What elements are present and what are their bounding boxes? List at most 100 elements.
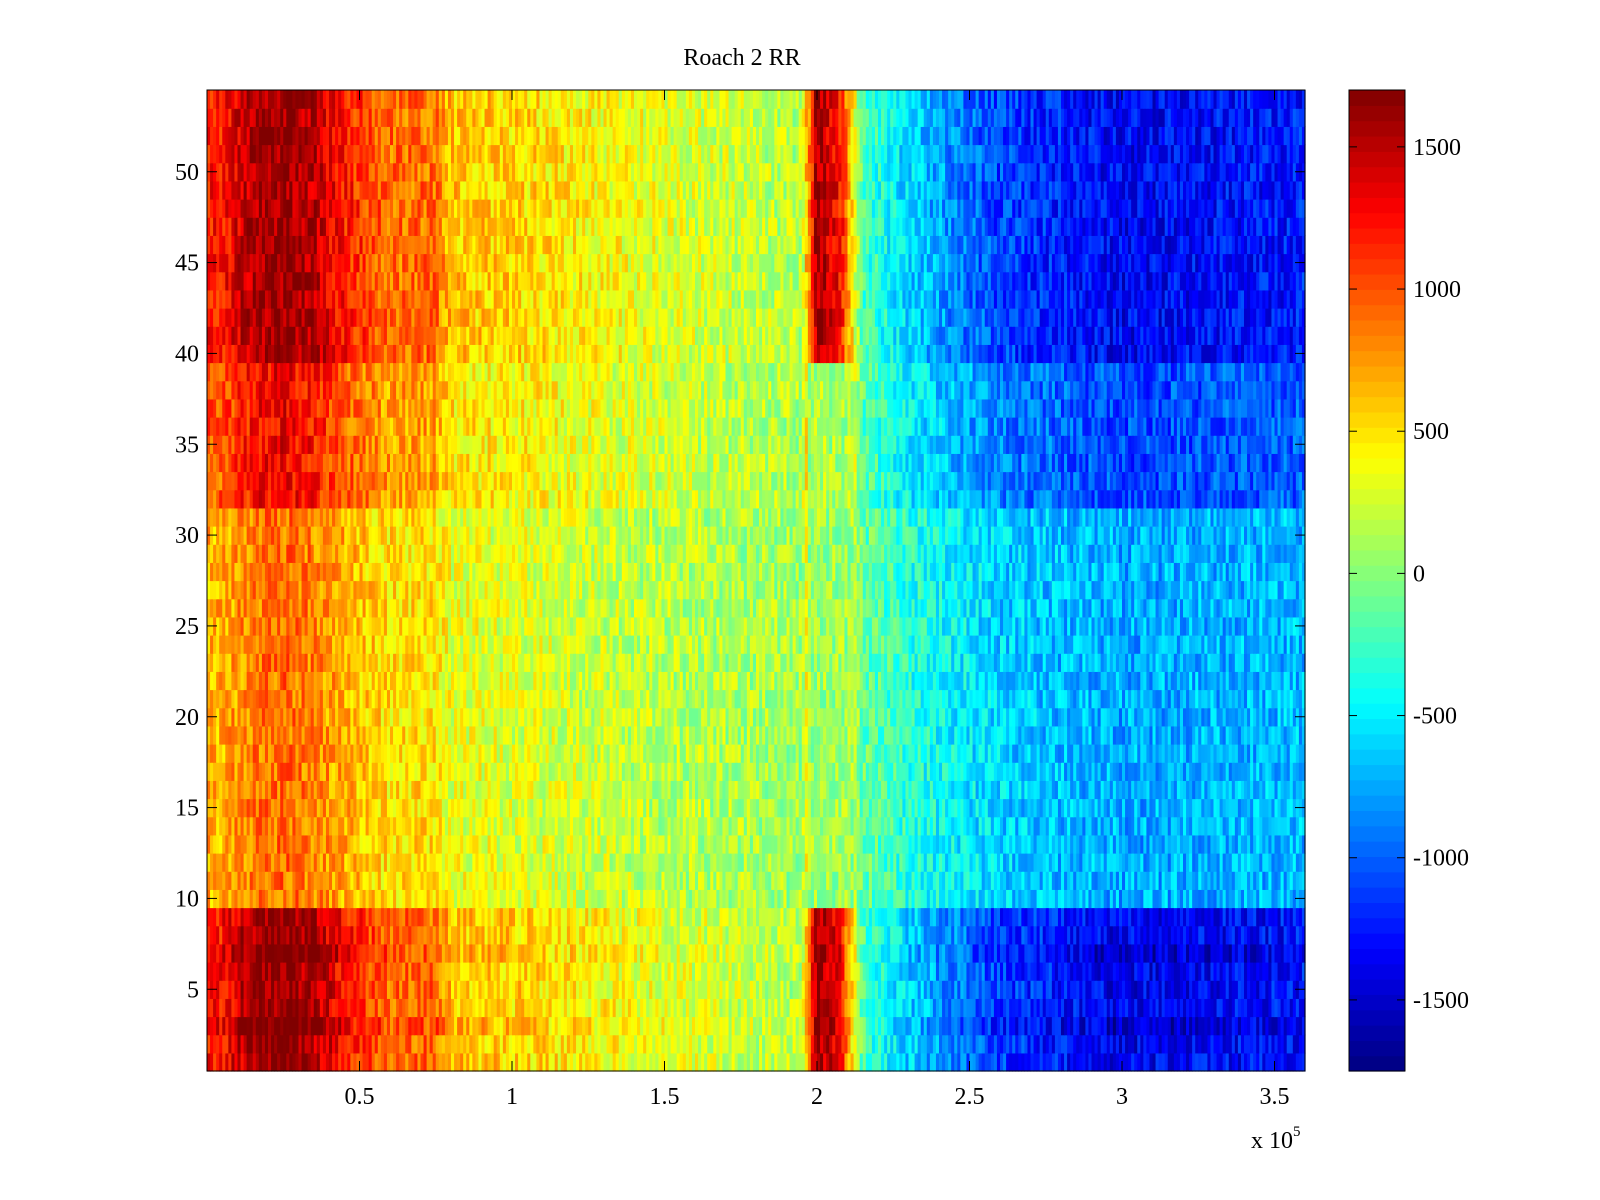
heatmap-cell — [643, 962, 647, 981]
heatmap-cell — [1256, 980, 1260, 999]
heatmap-cell — [475, 943, 480, 963]
heatmap-cell — [399, 907, 403, 927]
heatmap-cell — [1253, 871, 1257, 890]
heatmap-cell — [1213, 998, 1218, 1018]
heatmap-cell — [1158, 998, 1163, 1018]
heatmap-cell — [530, 853, 534, 872]
heatmap-cell — [777, 1016, 781, 1036]
heatmap-cell — [710, 871, 714, 890]
heatmap-cell — [917, 889, 922, 909]
heatmap-cell — [691, 907, 696, 927]
heatmap-cell — [484, 980, 489, 999]
heatmap-cell — [393, 1034, 397, 1054]
heatmap-cell — [1186, 1016, 1190, 1036]
heatmap-cell — [341, 980, 345, 999]
heatmap-cell — [1298, 1034, 1303, 1054]
heatmap-cell — [359, 962, 364, 981]
heatmap-cell — [466, 925, 470, 945]
heatmap-cell — [286, 998, 290, 1018]
heatmap-cell — [1103, 1052, 1108, 1072]
heatmap-cell — [228, 962, 232, 981]
heatmap-cell — [1097, 871, 1102, 890]
heatmap-cell — [527, 1034, 531, 1054]
heatmap-cell — [1030, 853, 1035, 872]
heatmap-cell — [444, 871, 449, 890]
heatmap-cell — [813, 907, 818, 927]
heatmap-cell — [374, 943, 379, 963]
heatmap-cell — [545, 1034, 550, 1054]
heatmap-cell — [1189, 943, 1193, 963]
heatmap-cell — [252, 998, 257, 1018]
heatmap-cell — [1247, 889, 1251, 909]
heatmap-cell — [1109, 1034, 1114, 1054]
heatmap-cell — [368, 962, 373, 981]
heatmap-cell — [749, 1016, 754, 1036]
heatmap-cell — [1100, 1052, 1105, 1072]
heatmap-cell — [356, 889, 361, 909]
heatmap-cell — [368, 834, 373, 854]
heatmap-cell — [719, 871, 724, 890]
heatmap-cell — [1301, 998, 1306, 1018]
heatmap-cell — [829, 816, 833, 836]
heatmap-cell — [1231, 998, 1236, 1018]
heatmap-cell — [579, 834, 583, 854]
heatmap-cell — [557, 853, 562, 872]
heatmap-cell — [1189, 1016, 1193, 1036]
heatmap-cell — [637, 998, 641, 1018]
heatmap-cell — [679, 907, 684, 927]
heatmap-cell — [951, 907, 955, 927]
heatmap-cell — [322, 816, 327, 836]
heatmap-cell — [1091, 1016, 1096, 1036]
heatmap-cell — [899, 998, 903, 1018]
heatmap-cell — [722, 1034, 727, 1054]
heatmap-cell — [1274, 943, 1279, 963]
heatmap-cell — [710, 943, 714, 963]
heatmap-cell — [316, 925, 321, 945]
heatmap-cell — [374, 907, 379, 927]
heatmap-cell — [329, 962, 333, 981]
heatmap-cell — [298, 980, 303, 999]
heatmap-cell — [438, 1034, 443, 1054]
heatmap-cell — [1003, 998, 1007, 1018]
heatmap-cell — [807, 1052, 812, 1072]
heatmap-cell — [1115, 943, 1120, 963]
heatmap-cell — [271, 871, 275, 890]
heatmap-cell — [600, 980, 605, 999]
heatmap-cell — [1250, 907, 1254, 927]
heatmap-cell — [588, 889, 592, 909]
heatmap-cell — [1213, 907, 1218, 927]
heatmap-cell — [1228, 889, 1233, 909]
heatmap-cell — [542, 980, 547, 999]
heatmap-cell — [661, 889, 666, 909]
heatmap-cell — [963, 962, 968, 981]
heatmap-cell — [725, 998, 730, 1018]
heatmap-cell — [1277, 834, 1282, 854]
heatmap-cell — [652, 889, 656, 909]
heatmap-cell — [1213, 962, 1218, 981]
heatmap-cell — [594, 889, 598, 909]
heatmap-cell — [264, 998, 269, 1018]
heatmap-cell — [1259, 871, 1263, 890]
heatmap-cell — [1039, 834, 1044, 854]
heatmap-cell — [576, 834, 580, 854]
heatmap-cell — [813, 1034, 818, 1054]
heatmap-cell — [981, 853, 986, 872]
heatmap-cell — [1210, 962, 1215, 981]
heatmap-cell — [356, 871, 361, 890]
heatmap-cell — [1256, 889, 1260, 909]
heatmap-cell — [1085, 1052, 1090, 1072]
heatmap-cell — [490, 853, 495, 872]
heatmap-cell — [1240, 925, 1245, 945]
heatmap-cell — [1216, 980, 1221, 999]
heatmap-cell — [329, 998, 333, 1018]
heatmap-cell — [292, 871, 297, 890]
heatmap-cell — [682, 907, 687, 927]
heatmap-cell — [844, 834, 849, 854]
heatmap-cell — [935, 816, 940, 836]
heatmap-cell — [307, 834, 312, 854]
heatmap-cell — [484, 1034, 489, 1054]
heatmap-cell — [701, 889, 705, 909]
heatmap-cell — [298, 925, 303, 945]
heatmap-cell — [1088, 1034, 1093, 1054]
heatmap-cell — [1280, 925, 1285, 945]
